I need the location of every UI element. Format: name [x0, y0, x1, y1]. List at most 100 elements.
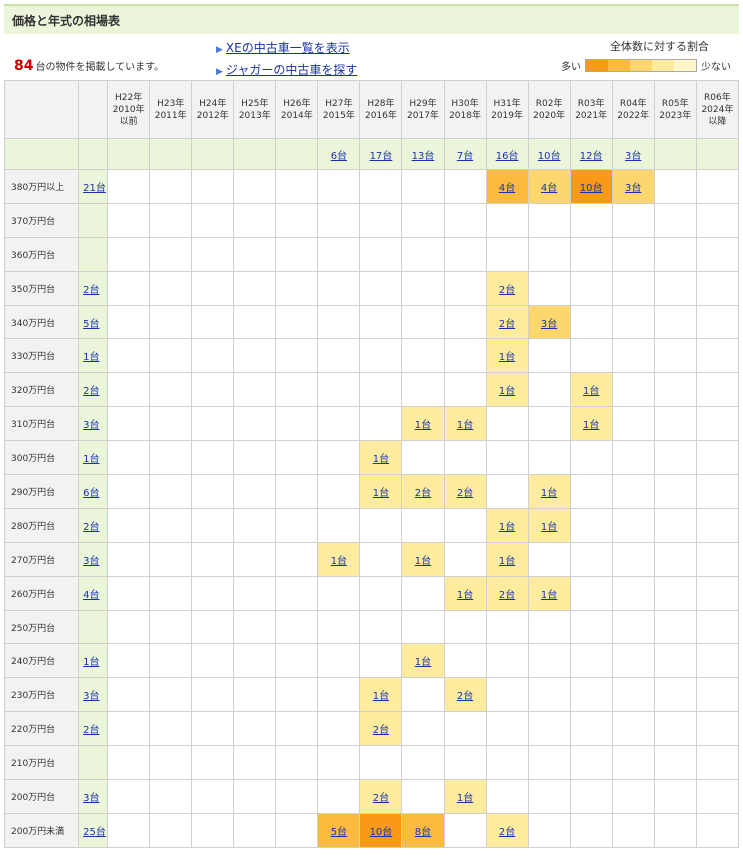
- price-row-total: 2台: [78, 711, 109, 747]
- matrix-cell-link[interactable]: 1台: [456, 589, 474, 601]
- price-row-total: 25台: [78, 812, 109, 848]
- matrix-cell: [611, 677, 655, 713]
- matrix-cell: [401, 745, 445, 781]
- matrix-cell: [527, 711, 571, 747]
- price-row-total-link[interactable]: 4台: [83, 589, 100, 601]
- matrix-cell-link[interactable]: 1台: [456, 792, 474, 804]
- matrix-cell: [107, 304, 151, 340]
- price-row-total-link[interactable]: 2台: [83, 521, 100, 533]
- matrix-cell: [443, 440, 487, 476]
- year-total-link[interactable]: 13台: [411, 150, 435, 162]
- matrix-cell-link[interactable]: 1台: [540, 521, 558, 533]
- matrix-cell-link[interactable]: 2台: [498, 826, 516, 838]
- price-row-total-link[interactable]: 3台: [83, 691, 100, 703]
- matrix-cell-link[interactable]: 2台: [372, 792, 390, 804]
- matrix-cell-link[interactable]: 1台: [330, 555, 348, 567]
- price-row-total-link[interactable]: 25台: [83, 826, 106, 838]
- matrix-cell: 3台: [611, 169, 655, 204]
- price-row-total: 1台: [78, 440, 109, 476]
- matrix-cell-link[interactable]: 1台: [372, 487, 390, 499]
- price-row-total-link[interactable]: 3台: [83, 555, 100, 567]
- matrix-cell: [653, 812, 697, 848]
- matrix-cell-link[interactable]: 1台: [498, 555, 516, 567]
- price-row-total-link[interactable]: 6台: [83, 487, 100, 499]
- matrix-cell-link[interactable]: 10台: [579, 182, 603, 194]
- matrix-cell: [485, 202, 529, 238]
- matrix-cell: [527, 440, 571, 476]
- price-row-total-link[interactable]: 2台: [83, 725, 100, 737]
- matrix-cell: 1台: [569, 372, 613, 408]
- price-row-total-link[interactable]: 2台: [83, 386, 100, 398]
- matrix-cell-link[interactable]: 2台: [456, 487, 474, 499]
- matrix-cell: [359, 338, 403, 374]
- matrix-cell: [485, 745, 529, 781]
- matrix-cell-link[interactable]: 2台: [498, 589, 516, 601]
- price-row-total-link[interactable]: 1台: [83, 454, 100, 466]
- price-row-label: 280万円台: [3, 507, 80, 543]
- matrix-cell-link[interactable]: 8台: [414, 826, 432, 838]
- matrix-cell: [527, 338, 571, 374]
- year-total-cell: 3台: [611, 138, 655, 170]
- matrix-cell-link[interactable]: 1台: [414, 657, 432, 669]
- matrix-cell-link[interactable]: 3台: [625, 182, 642, 194]
- matrix-cell-link[interactable]: 1台: [540, 589, 558, 601]
- price-row-label: 250万円台: [3, 609, 80, 645]
- year-total-link[interactable]: 16台: [495, 150, 519, 162]
- matrix-cell-link[interactable]: 2台: [498, 318, 516, 330]
- matrix-cell-link[interactable]: 1台: [582, 420, 600, 432]
- matrix-cell-link[interactable]: 4台: [498, 182, 516, 194]
- matrix-cell-link[interactable]: 1台: [456, 420, 474, 432]
- price-row-total-link[interactable]: 21台: [83, 182, 106, 194]
- matrix-cell: 2台: [443, 474, 487, 509]
- price-row-total-link[interactable]: 1台: [83, 352, 100, 364]
- ratio-legend: 多い 少ない: [557, 58, 735, 73]
- year-total-cell: 12台: [569, 138, 613, 170]
- year-total-link[interactable]: 6台: [330, 150, 348, 162]
- year-total-link[interactable]: 17台: [369, 150, 393, 162]
- year-total-link[interactable]: 3台: [625, 150, 642, 162]
- price-row-total-link[interactable]: 3台: [83, 792, 100, 804]
- matrix-cell: [149, 609, 193, 645]
- year-total-link[interactable]: 12台: [579, 150, 603, 162]
- link-jaguar-search[interactable]: ▶ ジャガーの中古車を探す: [216, 60, 357, 82]
- matrix-cell-link[interactable]: 1台: [498, 352, 516, 364]
- matrix-cell: [527, 541, 571, 577]
- price-row-total-link[interactable]: 1台: [83, 657, 100, 669]
- matrix-cell: [401, 779, 445, 814]
- matrix-cell-link[interactable]: 4台: [540, 182, 558, 194]
- matrix-cell-link[interactable]: 1台: [582, 386, 600, 398]
- matrix-cell-link[interactable]: 1台: [414, 420, 432, 432]
- year-total-link[interactable]: 10台: [537, 150, 561, 162]
- matrix-cell-link[interactable]: 2台: [498, 284, 516, 296]
- matrix-cell: [107, 202, 151, 238]
- link-xe-used-list[interactable]: ▶ XEの中古車一覧を表示: [216, 38, 357, 60]
- matrix-cell: 2台: [443, 677, 487, 713]
- matrix-cell: [611, 507, 655, 543]
- matrix-cell-link[interactable]: 2台: [372, 725, 390, 737]
- price-row-total-link[interactable]: 2台: [83, 284, 100, 296]
- matrix-cell-link[interactable]: 10台: [369, 826, 393, 838]
- price-row: 290万円台 6台 1台 2台 2台 1台: [3, 474, 740, 509]
- matrix-cell: [233, 643, 277, 679]
- price-row-total-link[interactable]: 5台: [83, 318, 100, 330]
- matrix-cell-link[interactable]: 1台: [372, 691, 390, 703]
- matrix-cell-link[interactable]: 1台: [372, 454, 390, 466]
- matrix-cell: [485, 236, 529, 272]
- matrix-cell-link[interactable]: 2台: [456, 691, 474, 703]
- matrix-cell: [233, 338, 277, 374]
- matrix-cell-link[interactable]: 2台: [414, 487, 432, 499]
- matrix-cell: [569, 474, 613, 509]
- year-column-header: R05年 2023年: [653, 80, 697, 139]
- matrix-cell: [401, 236, 445, 272]
- year-total-link[interactable]: 7台: [456, 150, 474, 162]
- matrix-cell-link[interactable]: 1台: [540, 487, 558, 499]
- price-row-total: 3台: [78, 541, 109, 577]
- matrix-cell-link[interactable]: 1台: [498, 521, 516, 533]
- price-row-total-link[interactable]: 3台: [83, 420, 100, 432]
- year-totals-label: [3, 138, 80, 170]
- matrix-cell-link[interactable]: 5台: [330, 826, 348, 838]
- matrix-cell-link[interactable]: 3台: [540, 318, 558, 330]
- matrix-cell-link[interactable]: 1台: [414, 555, 432, 567]
- year-total-cell: 13台: [401, 138, 445, 170]
- matrix-cell-link[interactable]: 1台: [498, 386, 516, 398]
